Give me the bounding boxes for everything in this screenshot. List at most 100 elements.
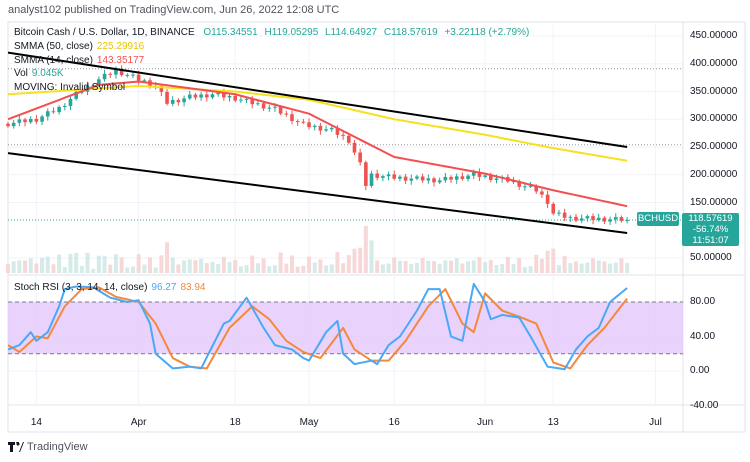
candle-body <box>182 98 186 103</box>
candle-body <box>369 173 374 186</box>
candle-body <box>244 98 249 100</box>
candle-body <box>602 217 607 222</box>
time-tick-label: 13 <box>547 417 559 428</box>
candle-body <box>398 176 402 179</box>
candle-body <box>34 118 39 122</box>
volume-bar <box>522 267 527 273</box>
candle-body <box>460 176 465 180</box>
volume-bar <box>165 242 170 273</box>
volume-bar <box>142 264 147 273</box>
candle-body <box>125 74 130 76</box>
candle-body <box>261 103 266 109</box>
volume-legend[interactable]: Vol 9.045K <box>14 68 64 79</box>
candle-body <box>324 129 328 131</box>
volume-bar <box>551 248 556 273</box>
candle-body <box>205 94 209 98</box>
rsi-tick-label: 80.00 <box>690 296 716 307</box>
candle-body <box>523 186 527 188</box>
volume-bar <box>74 252 79 273</box>
smma14-legend[interactable]: SMMA (14, close) 143.35177 <box>14 55 144 66</box>
brand-name: TradingView <box>27 441 88 453</box>
volume-bar <box>295 266 300 273</box>
time-tick-label: 16 <box>388 417 400 428</box>
volume-bar <box>130 266 135 273</box>
volume-bar <box>17 260 22 273</box>
stoch-rsi-legend[interactable]: Stoch RSI (3, 3, 14, 14, close) 96.27 83.9… <box>14 282 205 293</box>
volume-bar <box>96 255 101 273</box>
volume-bar <box>545 250 550 273</box>
volume-bar <box>329 264 334 273</box>
volume-bar <box>11 261 16 273</box>
candle-body <box>329 127 334 130</box>
volume-bar <box>352 248 357 273</box>
volume-bar <box>148 257 152 273</box>
volume-bar <box>284 263 289 273</box>
ohlc-open: O115.34551 <box>203 27 258 38</box>
candle-body <box>227 95 232 98</box>
volume-bar <box>199 258 204 273</box>
volume-bar <box>255 263 260 273</box>
volume-bar <box>182 260 187 273</box>
volume-bar <box>193 260 198 273</box>
volume-bar <box>409 263 414 273</box>
candle-body <box>551 203 556 214</box>
volume-bar <box>505 256 510 273</box>
candle-body <box>6 123 10 127</box>
candle-body <box>193 94 198 98</box>
candle-body <box>591 216 595 221</box>
volume-bar <box>619 258 624 273</box>
candle-body <box>176 99 181 103</box>
volume-bar <box>125 267 130 273</box>
smma50-legend[interactable]: SMMA (50, close) 225.29916 <box>14 41 144 52</box>
volume-bar <box>79 265 84 273</box>
volume-bar <box>23 260 28 273</box>
candle-body <box>40 116 44 122</box>
candle-body <box>114 69 118 75</box>
smma50-line <box>7 84 628 162</box>
bar-countdown: 11:51:07 <box>692 235 729 246</box>
time-tick-label: Apr <box>130 417 147 428</box>
volume-bar <box>238 266 243 273</box>
candle-body <box>335 127 340 135</box>
moving-legend[interactable]: MOVING: Invalid Symbol <box>14 82 126 93</box>
candle-body <box>517 181 521 187</box>
volume-bar <box>534 254 539 273</box>
price-tick-label: 350.00000 <box>690 85 738 97</box>
candle-body <box>273 106 277 108</box>
volume-bar <box>466 261 471 273</box>
candle-body <box>392 174 397 179</box>
volume-bar <box>227 262 232 273</box>
volume-bar <box>216 264 221 273</box>
candle-body <box>375 173 379 178</box>
volume-bar <box>221 256 226 273</box>
candle-body <box>256 103 260 105</box>
volume-bar <box>585 262 590 273</box>
candle-body <box>596 217 601 221</box>
volume-bar <box>301 265 306 273</box>
price-tick-label: 450.00000 <box>690 30 738 41</box>
candle-body <box>545 194 550 204</box>
volume-bar <box>488 259 493 273</box>
chart-frame <box>7 21 746 433</box>
volume-bar <box>136 254 141 273</box>
volume-bar <box>471 260 476 273</box>
candle-body <box>540 191 544 195</box>
time-tick-label: Jul <box>649 417 662 428</box>
ohlc-high: H119.05295 <box>264 27 319 38</box>
candle-body <box>449 176 453 180</box>
candle-body <box>534 185 539 192</box>
volume-bar <box>312 262 317 273</box>
candle-body <box>608 219 612 222</box>
rsi-tick-label: 40.00 <box>690 330 716 342</box>
volume-bar <box>449 260 454 273</box>
volume-bar <box>250 255 255 273</box>
volume-bar <box>68 253 73 273</box>
candle-body <box>568 216 573 218</box>
price-tick-label: 250.00000 <box>690 141 738 152</box>
candle-body <box>420 176 425 181</box>
volume-bar <box>119 257 124 273</box>
volume-bar <box>579 263 584 273</box>
symbol-price-tag: BCHUSD <box>637 212 679 226</box>
tradingview-logo[interactable]: TradingView <box>8 441 88 453</box>
